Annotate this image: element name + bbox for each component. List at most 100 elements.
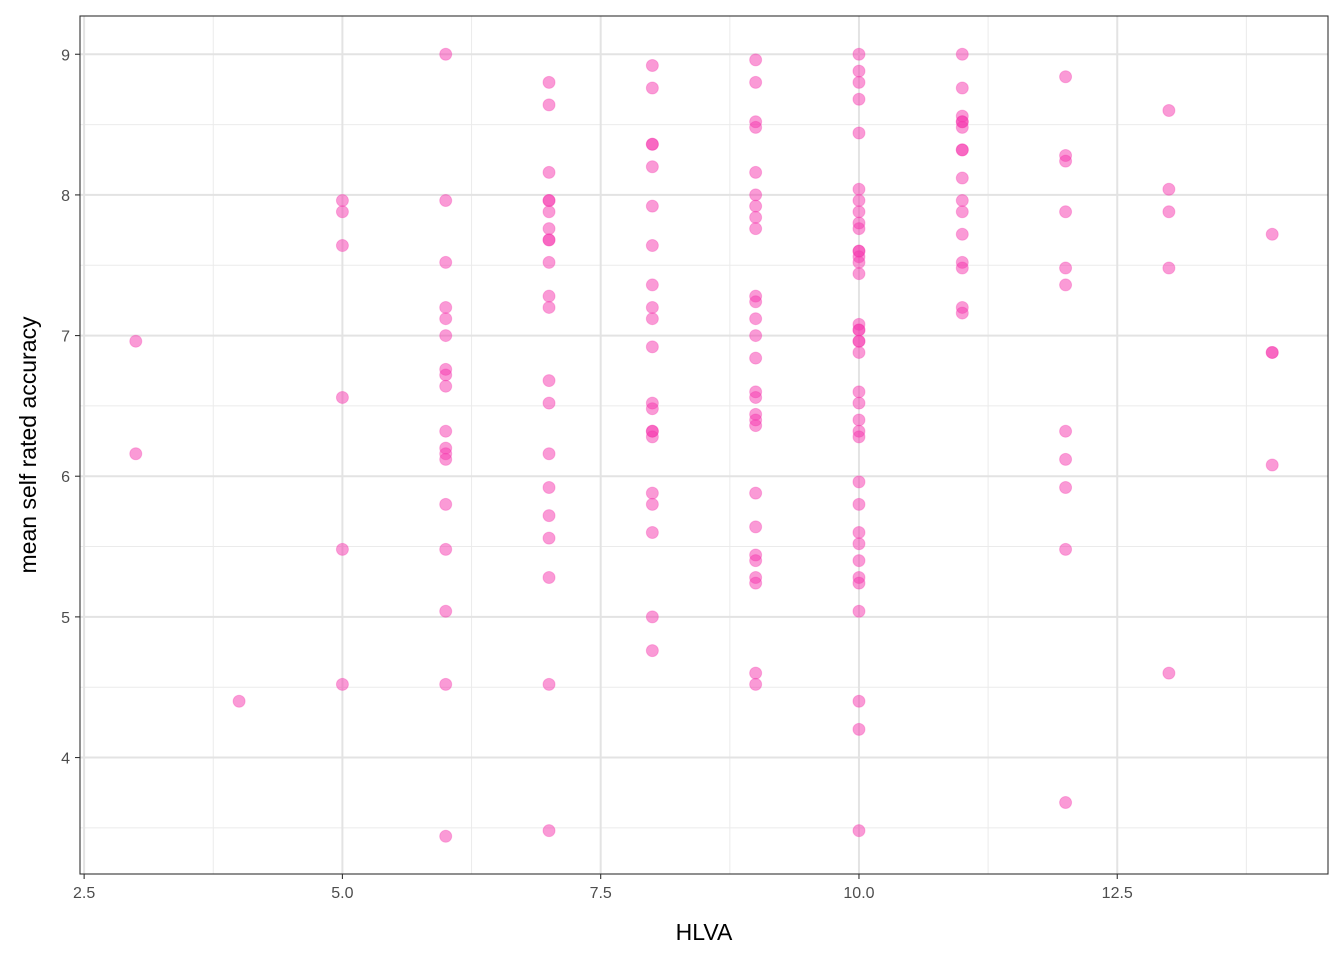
data-point [1265,227,1279,241]
data-point [852,194,866,208]
data-point [749,222,763,236]
data-point [852,430,866,444]
data-point [1059,796,1073,810]
data-point [645,486,659,500]
data-point [852,385,866,399]
data-point [852,497,866,511]
data-point [439,368,453,382]
plot-panel-border [79,15,1329,875]
data-point [955,143,969,157]
data-point [749,486,763,500]
data-point [645,81,659,95]
data-point [542,255,556,269]
data-point [645,278,659,292]
data-point [645,300,659,314]
data-point [852,47,866,61]
data-point [1059,480,1073,494]
data-point [852,475,866,489]
data-point [1059,261,1073,275]
data-point [645,430,659,444]
data-point [852,182,866,196]
data-point [749,120,763,134]
data-point [955,194,969,208]
data-point [955,205,969,219]
data-point [232,694,246,708]
data-point [749,419,763,433]
data-point [542,374,556,388]
data-point [852,267,866,281]
data-point [852,92,866,106]
data-point [749,390,763,404]
data-point [955,171,969,185]
data-point [439,312,453,326]
data-point [335,239,349,253]
data-point [645,312,659,326]
data-point [542,205,556,219]
data-point [749,329,763,343]
data-point [645,199,659,213]
data-point [645,59,659,73]
data-point [852,205,866,219]
data-point [852,334,866,348]
data-point [1265,345,1279,359]
data-point [852,722,866,736]
data-point [542,98,556,112]
data-point [542,509,556,523]
data-point [749,199,763,213]
data-point [1162,666,1176,680]
data-point [335,205,349,219]
data-point [439,47,453,61]
x-tick-label: 7.5 [590,885,612,902]
data-point [645,137,659,151]
data-point [955,306,969,320]
data-point [439,604,453,618]
data-point [439,194,453,208]
data-point [542,75,556,89]
data-point [749,520,763,534]
data-point [335,194,349,208]
data-point [542,570,556,584]
data-points [129,47,1279,843]
data-point [1162,205,1176,219]
data-point [645,644,659,658]
data-point [129,447,143,461]
data-point [129,334,143,348]
data-point [1059,424,1073,438]
data-point [542,300,556,314]
data-point [852,554,866,568]
y-axis-ticks: 4 5 6 7 8 9 [61,47,80,768]
data-point [439,677,453,691]
data-point [542,447,556,461]
data-point [749,188,763,202]
data-point [749,677,763,691]
data-point [852,537,866,551]
data-point [645,402,659,416]
data-point [1059,70,1073,84]
x-tick-label: 12.5 [1102,885,1133,902]
data-point [1059,452,1073,466]
data-point [852,604,866,618]
data-point [749,210,763,224]
y-tick-label: 6 [61,469,70,486]
data-point [749,666,763,680]
y-tick-label: 7 [61,329,70,346]
y-axis-title: mean self rated accuracy [15,316,41,573]
data-point [645,525,659,539]
x-tick-label: 2.5 [73,885,95,902]
data-point [335,390,349,404]
data-point [542,677,556,691]
data-point [439,542,453,556]
data-point [852,345,866,359]
data-point [955,261,969,275]
data-point [439,255,453,269]
data-point [645,497,659,511]
y-tick-label: 9 [61,47,70,64]
data-point [749,165,763,179]
data-point [749,554,763,568]
data-point [852,396,866,410]
data-point [439,452,453,466]
data-point [335,677,349,691]
data-point [852,323,866,337]
